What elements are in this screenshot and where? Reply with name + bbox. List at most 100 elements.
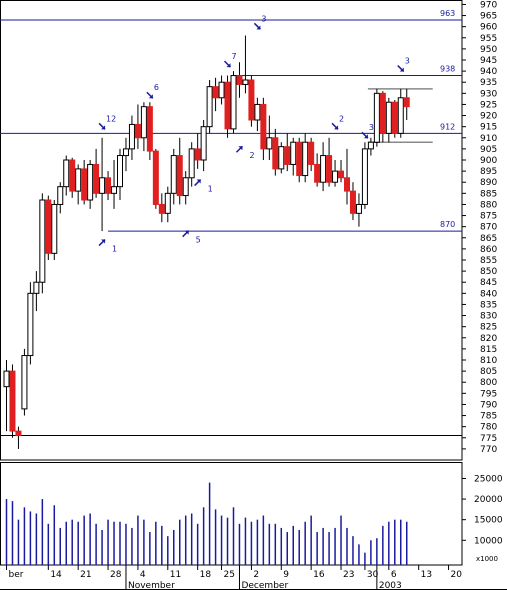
date-tick-label: ber <box>9 570 24 580</box>
candle-body-down <box>194 148 201 161</box>
candle <box>266 115 273 160</box>
date-tick-label: 16 <box>313 570 325 580</box>
annotation-arrowhead <box>184 230 189 235</box>
price-tick-label: 915 <box>480 123 497 133</box>
price-tick-label: 885 <box>480 189 497 199</box>
candle <box>373 88 380 147</box>
annotation-label: 1 <box>208 185 213 194</box>
candle <box>367 137 374 156</box>
candle-body-down <box>326 155 333 183</box>
candle <box>39 193 46 294</box>
price-tick-label: 800 <box>480 378 497 388</box>
candle-body-up <box>254 103 261 121</box>
candle <box>296 137 303 183</box>
candle-body-down <box>146 106 153 152</box>
candle-body-down <box>308 141 315 165</box>
candle <box>272 128 279 176</box>
volume-tick-label: 25000 <box>474 474 503 484</box>
candle <box>134 104 141 149</box>
candle-body-down <box>236 75 243 85</box>
candle <box>57 182 64 214</box>
candle <box>349 182 356 220</box>
candle <box>51 200 58 260</box>
candle <box>140 102 147 152</box>
candle <box>170 148 177 205</box>
annotation-label: 12 <box>106 114 116 123</box>
wave-annotation: 5 <box>182 230 201 245</box>
date-tick-label: 6 <box>391 570 397 580</box>
candle-body-down <box>93 163 100 194</box>
candle-body-up <box>164 192 171 214</box>
candle-body-down <box>176 155 183 197</box>
candle <box>260 97 267 160</box>
price-panel: 9709659609559509459409359309259209159109… <box>0 0 497 461</box>
candle-body-down <box>9 370 16 432</box>
annotation-label: 1 <box>112 245 117 254</box>
candle-body-down <box>272 137 279 170</box>
candle <box>314 153 321 187</box>
price-tick-label: 845 <box>480 278 497 288</box>
candle-body-up <box>51 203 58 254</box>
candle-body-down <box>296 141 303 177</box>
candle-body-down <box>344 177 350 192</box>
candle <box>122 137 129 172</box>
volume-panel-frame <box>0 462 463 566</box>
candle <box>230 71 237 134</box>
candle-body-down <box>105 177 112 194</box>
candle-body-up <box>206 86 213 128</box>
candle-body-up <box>117 155 123 188</box>
candle-body-up <box>266 137 273 150</box>
month-label: 2003 <box>379 581 402 590</box>
candle-body-up <box>182 177 189 197</box>
price-tick-label: 925 <box>480 100 497 110</box>
candle <box>152 148 159 209</box>
date-tick-label: 25 <box>224 570 235 580</box>
candle-body-up <box>397 97 404 134</box>
candle <box>320 142 327 192</box>
candle-body-up <box>355 203 362 214</box>
candle-body-down <box>391 101 398 134</box>
candle-body-up <box>230 75 237 130</box>
annotation-arrowhead <box>196 179 201 184</box>
annotation-arrowhead <box>226 63 231 68</box>
volume-panel: 25000 20000 15000 10000 x1000 <box>0 462 503 566</box>
candle <box>63 155 70 196</box>
volume-tick-label: 20000 <box>474 495 503 505</box>
candle <box>332 160 339 187</box>
date-tick-label: 20 <box>451 570 463 580</box>
volume-unit-label: x1000 <box>476 555 498 563</box>
price-tick-label: 780 <box>480 423 497 433</box>
candle-body-up <box>21 355 28 410</box>
price-tick-label: 895 <box>480 167 497 177</box>
candle-body-up <box>128 123 135 150</box>
candle-body-down <box>212 86 219 99</box>
candle <box>212 77 219 112</box>
candle <box>128 115 135 160</box>
annotation-label: 3 <box>369 123 374 132</box>
level-label: 912 <box>440 122 455 131</box>
date-tick-label: 4 <box>140 570 146 580</box>
date-tick-label: 18 <box>200 570 212 580</box>
date-tick-label: 2 <box>253 570 259 580</box>
candle-body-up <box>373 92 380 143</box>
candle <box>27 282 34 365</box>
annotation-label: 7 <box>232 52 237 61</box>
candle-body-up <box>290 141 297 165</box>
candle-body-down <box>69 159 76 192</box>
month-label: November <box>128 581 175 590</box>
annotation-arrowhead <box>399 67 404 72</box>
candle <box>338 160 345 183</box>
candle-body-down <box>158 203 165 214</box>
candle <box>248 75 255 127</box>
price-tick-label: 920 <box>480 112 497 122</box>
candle-body-up <box>367 141 374 150</box>
annotation-arrowhead <box>101 125 106 130</box>
price-tick-label: 850 <box>480 267 497 277</box>
candle <box>403 88 410 120</box>
candle <box>75 164 82 205</box>
price-tick-label: 880 <box>480 200 497 210</box>
price-tick-label: 940 <box>480 67 497 77</box>
candle-body-down <box>379 92 386 134</box>
candle <box>21 348 28 416</box>
price-tick-label: 835 <box>480 300 497 310</box>
